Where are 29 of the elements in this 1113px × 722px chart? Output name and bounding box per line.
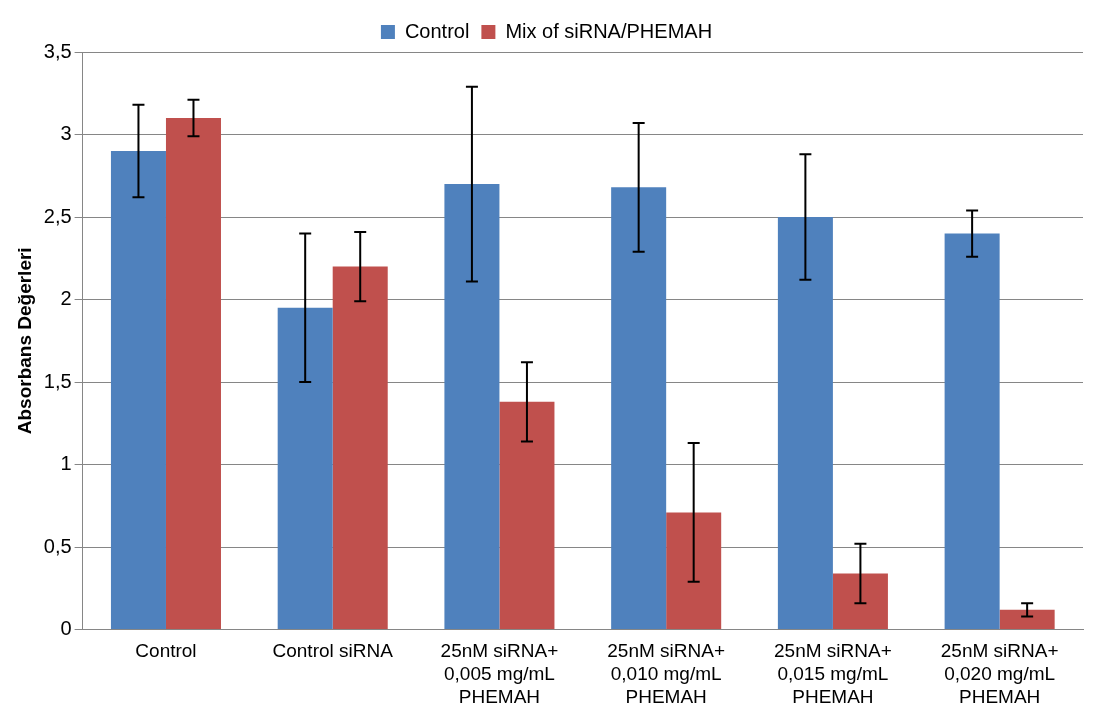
y-tick-label: 2 (60, 287, 72, 310)
bar (777, 217, 833, 630)
x-tick-label: 25nM siRNA+ 0,005 mg/mL PHEMAH (440, 640, 559, 707)
x-tick-label: Control (135, 640, 197, 662)
bar (944, 233, 1000, 630)
y-tick-label: 2,5 (43, 204, 72, 227)
bar (165, 118, 221, 630)
bar (110, 151, 166, 630)
x-tick-label: 25nM siRNA+ 0,010 mg/mL PHEMAH (607, 640, 726, 707)
y-tick-label: 0 (60, 617, 72, 640)
bar (999, 609, 1055, 630)
bar (444, 184, 500, 630)
x-tick-label: Control siRNA (272, 640, 394, 662)
bar (277, 307, 333, 630)
x-tick-label: 25nM siRNA+ 0,015 mg/mL PHEMAH (774, 640, 892, 707)
x-tick-label: 25nM siRNA+ 0,020 mg/mL PHEMAH (940, 640, 1059, 707)
y-axis-title: Absorbans Değerleri (13, 247, 35, 435)
legend-label: Mix of siRNA/PHEMAH (505, 19, 713, 42)
y-tick-label: 3 (60, 122, 72, 145)
bar (499, 401, 555, 630)
bar (666, 512, 722, 630)
bar (611, 187, 667, 630)
y-tick-label: 0,5 (43, 534, 72, 557)
y-tick-label: 1,5 (43, 369, 72, 392)
bar (332, 266, 388, 630)
y-tick-label: 3,5 (43, 39, 72, 62)
legend-label: Control (404, 19, 470, 42)
y-tick-label: 1 (60, 452, 72, 475)
bar (832, 573, 888, 630)
